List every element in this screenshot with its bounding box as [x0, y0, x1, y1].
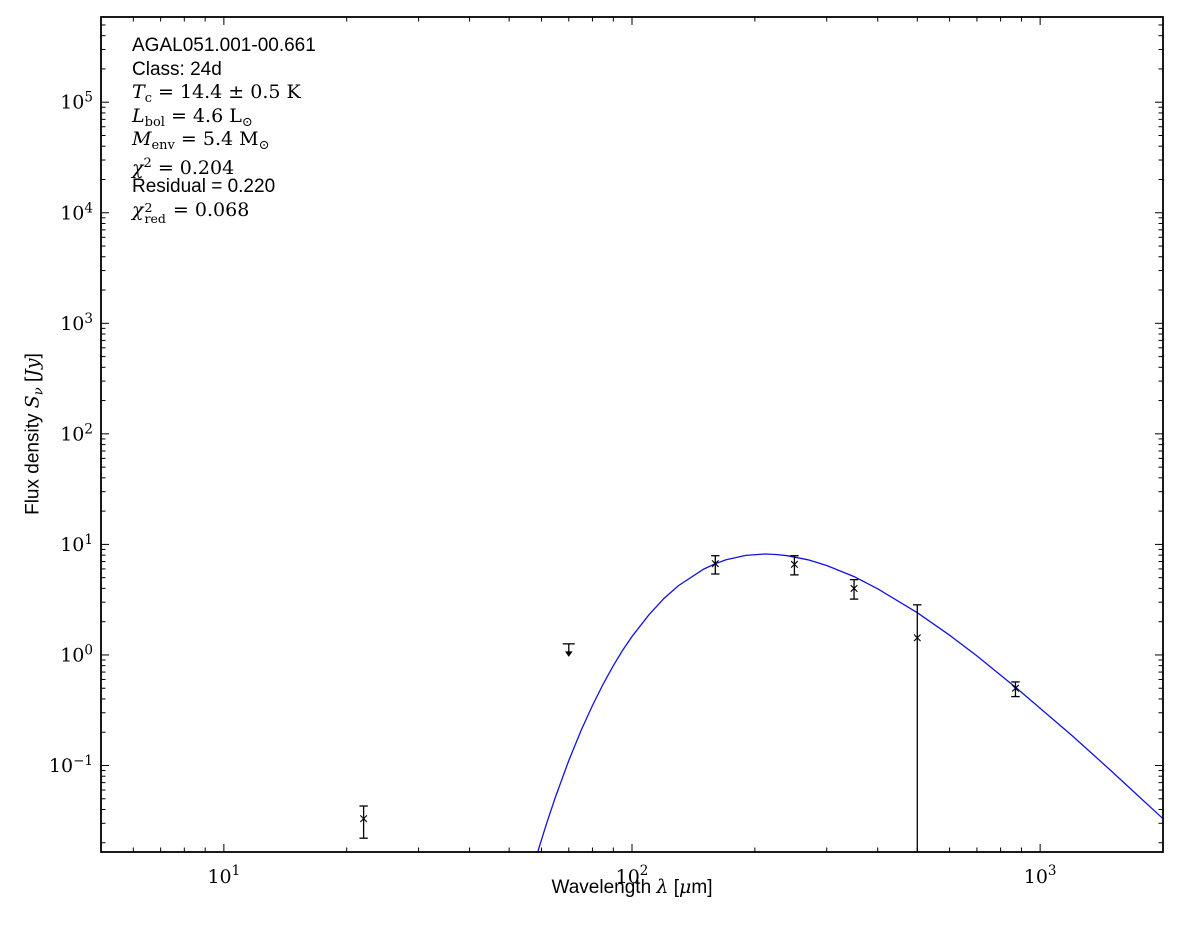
plot-frame: [100, 16, 1164, 853]
data-point-marker: [850, 584, 858, 593]
y-tick-label: 103: [60, 311, 93, 335]
temperature: Tc = 14.4 ± 0.5 K: [132, 81, 301, 106]
class-label: Class: 24d: [132, 58, 222, 80]
data-point-marker: [913, 634, 921, 642]
envelope-mass: Menv = 5.4 M⊙: [132, 128, 270, 153]
chi-squared: χ2 = 0.204: [132, 155, 235, 179]
x-tick-label: 101: [207, 863, 240, 888]
data-point-marker: [790, 560, 799, 569]
y-tick-label: 104: [60, 200, 93, 224]
upper-limit-arrow-icon: [564, 651, 573, 657]
data-point-marker: [711, 559, 719, 568]
source-name: AGAL051.001-00.661: [132, 35, 316, 56]
bolometric-luminosity: Lbol = 4.6 L⊙: [132, 104, 253, 130]
model-curve: [537, 553, 1163, 852]
y-tick-label: 102: [60, 421, 93, 445]
x-axis-label: Wavelength λ [μm]: [551, 876, 713, 898]
residual: Residual = 0.220: [132, 176, 276, 197]
data-points: [359, 555, 1020, 852]
data-point-marker: [359, 815, 368, 823]
y-axis-label: Flux density Sν [Jy]: [21, 353, 47, 515]
y-tick-label: 105: [60, 90, 93, 114]
fit-info-block: AGAL051.001-00.661 Class: 24d Tc = 14.4 ± …: [132, 34, 316, 226]
data-point-marker: [1011, 684, 1020, 692]
y-tick-label: 10−1: [49, 753, 93, 777]
chi-squared-reduced: χ 2 red = 0.068: [132, 198, 250, 226]
y-tick-label: 100: [60, 642, 93, 666]
y-tick-label: 101: [60, 532, 93, 556]
